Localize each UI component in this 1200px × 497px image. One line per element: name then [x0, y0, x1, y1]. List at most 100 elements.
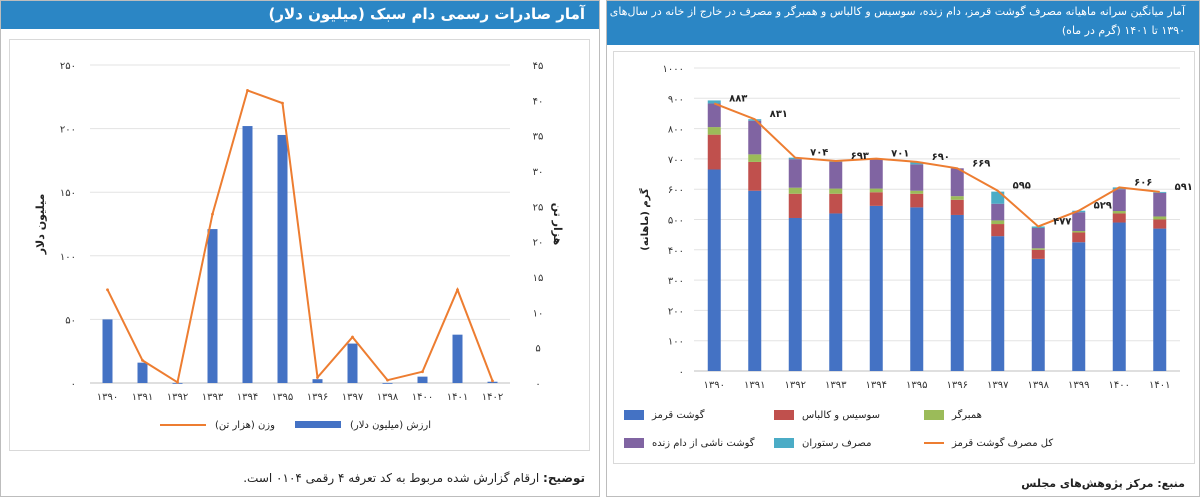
stack-segment: [1031, 248, 1045, 250]
weight-point: [456, 288, 459, 292]
y-tick-label: ۵۰۰: [668, 216, 684, 227]
right-source-note: منبع: مرکز پژوهش‌های مجلس: [1021, 477, 1185, 490]
bar-value: [452, 334, 463, 383]
data-label: ۵۹۵: [1013, 181, 1031, 192]
stack-segment: [707, 169, 721, 371]
left-panel: آمار صادرات رسمی دام سبک (میلیون دلار) ۰…: [0, 0, 600, 497]
y-tick-label: ۱۰۰۰: [663, 64, 684, 75]
y-tick-label: ۲۰۰: [60, 125, 76, 136]
legend-label: گوشت ناشی از دام زنده: [652, 437, 755, 449]
x-tick-label: ۱۳۹۰: [704, 380, 725, 391]
stack-segment: [1153, 191, 1167, 193]
stack-segment: [748, 154, 762, 162]
left-note-label: توضیح:: [543, 471, 585, 485]
stack-segment: [748, 190, 762, 371]
stack-segment: [1153, 219, 1167, 229]
bar-value: [102, 319, 113, 383]
y-tick-label: ۱۰۰: [668, 337, 684, 348]
legend-label-bar: ارزش (میلیون دلار): [350, 420, 431, 431]
weight-point: [316, 375, 319, 379]
right-chart-svg: ۰ ۱۰۰ ۲۰۰ ۳۰۰ ۴۰۰ ۵۰۰ ۶۰۰ ۷۰۰ ۸۰۰ ۹۰۰ ۱۰۰۰ ۱۳۹۰ ۱۳۹۱…: [624, 64, 1193, 449]
y-tick-label: ۰: [71, 379, 76, 390]
stack-segment: [1153, 228, 1167, 371]
left-chart-svg: ۰ ۵۰ ۱۰۰ ۱۵۰ ۲۰۰ ۲۵۰ ۰ ۵ ۱۰ ۱۵ ۲۰ ۲۵ ۳۰ ۳۵ ۴۰ ۴۵ ۱۳۹۰ ۱۳۹…: [34, 61, 564, 431]
stack-segment: [950, 199, 964, 215]
stack-segment: [707, 134, 721, 170]
bar-value: [277, 134, 288, 383]
bar-value: [242, 126, 253, 383]
stack-segment: [869, 205, 883, 371]
y-axis-title: میلیون دلار: [34, 194, 47, 256]
stack-segment: [1153, 192, 1167, 217]
legend-label: همبرگر: [951, 409, 982, 421]
stack-segment: [1112, 213, 1126, 223]
x-tick-label: ۱۳۹۶: [307, 392, 328, 403]
weight-point: [141, 358, 144, 362]
x-tick-label: ۱۳۹۸: [377, 392, 399, 403]
stack-segment: [910, 164, 924, 191]
x-tick-label: ۱۳۹۳: [202, 392, 224, 403]
x-tick-label: ۱۳۹۷: [987, 380, 1009, 391]
left-chart-area: ۰ ۵۰ ۱۰۰ ۱۵۰ ۲۰۰ ۲۵۰ ۰ ۵ ۱۰ ۱۵ ۲۰ ۲۵ ۳۰ ۳۵ ۴۰ ۴۵ ۱۳۹۰ ۱۳۹…: [9, 39, 590, 451]
left-header: آمار صادرات رسمی دام سبک (میلیون دلار): [1, 1, 599, 29]
y2-tick-label: ۳۵: [533, 132, 544, 143]
stack-segment: [829, 188, 843, 194]
y-tick-label: ۰: [679, 367, 684, 378]
data-label: ۸۳۱: [770, 109, 788, 120]
y-tick-label: ۲۰۰: [668, 306, 684, 317]
stack-segment: [1112, 189, 1126, 212]
x-tick-label: ۱۴۰۰: [1109, 380, 1130, 391]
data-label: ۶۹۰: [932, 152, 950, 163]
stack-segment: [788, 159, 802, 188]
stack-segment: [910, 161, 924, 165]
stack-segment: [707, 100, 721, 104]
stack-segment: [1031, 249, 1045, 259]
y2-tick-label: ۱۰: [533, 308, 544, 319]
legend-swatch: [624, 438, 644, 448]
weight-point: [246, 89, 249, 92]
stack-segment: [950, 196, 964, 200]
right-chart-title-line2: ۱۳۹۰ تا ۱۴۰۱ (گرم در ماه): [1061, 24, 1185, 37]
data-label: ۴۷۷: [1053, 216, 1071, 227]
stack-segment: [991, 203, 1005, 221]
x-tick-label: ۱۳۹۵: [272, 392, 293, 403]
data-label: ۶۹۳: [851, 151, 869, 162]
y-tick-label: ۹۰۰: [668, 94, 684, 105]
stack-segment: [1112, 222, 1126, 371]
x-tick-label: ۱۴۰۱: [1149, 380, 1170, 391]
weight-point: [106, 288, 109, 292]
stack-segment: [829, 193, 843, 214]
x-tick-label: ۱۳۹۸: [1028, 380, 1050, 391]
stack-segment: [829, 213, 843, 371]
y-tick-label: ۲۵۰: [60, 61, 76, 72]
weight-point: [351, 335, 354, 339]
stack-segment: [869, 192, 883, 206]
y-tick-label: ۸۰۰: [668, 125, 684, 136]
weight-point: [281, 101, 284, 105]
x-tick-label: ۱۳۹۵: [906, 380, 927, 391]
data-label: ۷۰۱: [891, 149, 909, 160]
stack-segment: [950, 168, 964, 197]
legend-swatch-bar: [295, 421, 341, 428]
x-tick-label: ۱۴۰۰: [412, 392, 433, 403]
stack-segment: [991, 220, 1005, 225]
weight-point: [211, 212, 214, 216]
stack-segment: [910, 207, 924, 371]
stack-segment: [1031, 258, 1045, 371]
legend-label: گوشت قرمز: [651, 409, 705, 421]
y-tick-label: ۴۰۰: [668, 246, 684, 257]
y2-tick-label: ۰: [535, 379, 540, 390]
x-tick-label: ۱۳۹۴: [237, 392, 258, 403]
stack-segment: [1072, 231, 1086, 233]
stack-segment: [1072, 212, 1086, 232]
legend-label: مصرف رستوران: [802, 438, 871, 449]
data-label: ۸۸۳: [729, 93, 747, 104]
weight-point: [386, 378, 389, 382]
legend-swatch: [774, 410, 794, 420]
stack-segment: [991, 224, 1005, 237]
stack-segment: [950, 214, 964, 371]
y-tick-label: ۷۰۰: [668, 155, 684, 166]
y-tick-label: ۵۰: [65, 315, 76, 326]
y-tick-label: ۳۰۰: [668, 276, 684, 287]
y2-tick-label: ۳۰: [533, 167, 544, 178]
